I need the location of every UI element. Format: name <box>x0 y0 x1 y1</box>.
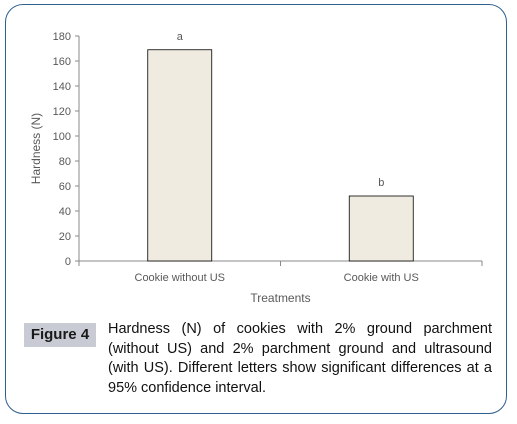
y-axis-title: Hardness (N) <box>29 113 43 184</box>
y-tick-label: 120 <box>53 106 71 118</box>
bar <box>147 49 213 262</box>
y-tick-label: 20 <box>59 231 71 243</box>
y-tick-label: 40 <box>59 206 71 218</box>
bar <box>348 195 414 262</box>
figure-label: Figure 4 <box>24 323 96 347</box>
y-tick-label: 160 <box>53 56 71 68</box>
y-tick-label: 80 <box>59 156 71 168</box>
data-label: b <box>378 177 384 189</box>
x-tick-label: Cookie without US <box>135 272 226 284</box>
figure-caption-text: Hardness (N) of cookies with 2% ground p… <box>108 321 492 396</box>
data-label: a <box>177 31 184 43</box>
x-tick-label: Cookie with US <box>344 272 419 284</box>
y-tick-label: 140 <box>53 81 71 93</box>
y-tick-label: 0 <box>65 256 71 268</box>
y-tick-label: 100 <box>53 131 71 143</box>
y-tick-label: 180 <box>53 31 71 43</box>
y-tick-label: 60 <box>59 181 71 193</box>
x-axis-title: Treatments <box>250 291 310 305</box>
